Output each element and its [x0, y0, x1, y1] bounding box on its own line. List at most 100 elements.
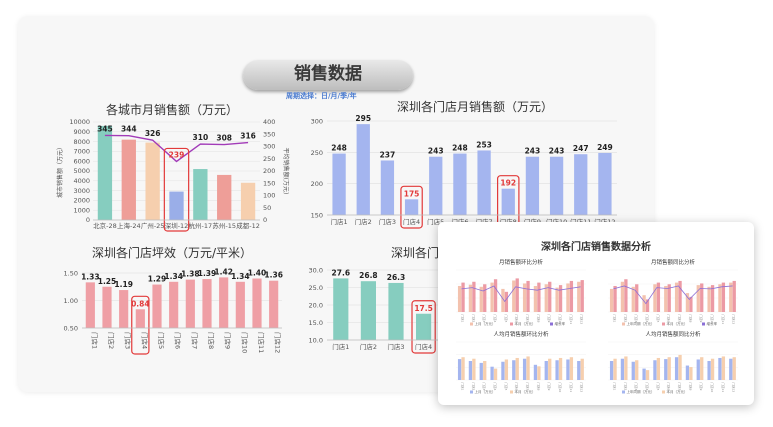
highlight-box [131, 295, 150, 355]
data-label: 295 [355, 114, 371, 123]
mini-line [613, 285, 733, 305]
mini-bar [577, 361, 581, 380]
bar [380, 160, 395, 215]
data-label: 243 [428, 147, 444, 156]
category-label: 苏州-15 [212, 221, 236, 230]
bar [121, 139, 136, 220]
mini-bar [522, 283, 527, 312]
mini-bar [504, 291, 509, 312]
bar [235, 281, 245, 328]
mini-bar [533, 285, 538, 312]
mini-bar [635, 360, 639, 380]
mini-bar [558, 285, 563, 312]
mini-category-label: 门店2 [623, 383, 628, 391]
chart-title: 深圳各门店月销售额（万元） [397, 99, 553, 114]
mini-category-label: 门店4 [645, 315, 650, 323]
bar [217, 174, 232, 220]
data-label: 1.39 [198, 269, 217, 278]
bar [185, 279, 195, 328]
mini-bar [483, 361, 487, 380]
bar [501, 188, 515, 215]
category-label: 门店3 [124, 332, 133, 349]
mini-category-label: 门店2 [623, 315, 628, 323]
mini-bar [558, 357, 563, 380]
mini-bar [696, 285, 700, 312]
mini-category-label: 门店8 [688, 383, 693, 391]
y-tick-label: 1.00 [64, 297, 78, 305]
mini-category-label: 门店10 [710, 383, 715, 393]
bar [453, 153, 467, 215]
bar [219, 277, 229, 328]
data-label: 237 [380, 150, 396, 159]
category-label: 上海-24 [117, 221, 141, 230]
mini-bar [635, 284, 639, 312]
legend-swatch [550, 322, 553, 326]
category-label: 门店9 [224, 332, 233, 349]
mini-bar [577, 281, 581, 312]
mini-category-label: 门店5 [504, 383, 509, 391]
mini-category-label: 门店12 [732, 383, 737, 393]
legend-label: 上年同期（万元） [627, 389, 655, 394]
data-label: 175 [404, 189, 420, 198]
mini-category-label: 门店9 [547, 315, 552, 323]
data-label: 1.29 [148, 275, 167, 284]
mini-bar [512, 280, 516, 312]
mini-bar [544, 284, 548, 312]
chart-title: 各城市月销售额（万元） [106, 102, 238, 117]
legend-swatch [510, 390, 513, 394]
mini-bar [674, 282, 679, 312]
legend-label: 本月（万元） [667, 389, 688, 394]
mini-bar [645, 299, 650, 312]
mini-category-label: 门店6 [667, 315, 672, 323]
category-label: 门店2 [355, 217, 372, 226]
data-label: 1.19 [114, 280, 133, 289]
y2-tick-label: 0 [263, 216, 267, 224]
mini-category-label: 门店1 [460, 383, 465, 391]
mini-category-label: 门店7 [677, 383, 682, 391]
mini-category-label: 门店6 [515, 315, 520, 323]
bar [360, 281, 376, 340]
mini-bar [664, 285, 668, 312]
mini-category-label: 门店11 [569, 315, 574, 325]
mini-bar [461, 282, 465, 312]
mini-category-label: 门店9 [547, 383, 552, 391]
data-label: 26.3 [387, 273, 406, 282]
mini-category-label: 门店4 [493, 315, 498, 323]
bar [333, 278, 349, 340]
mini-bar [468, 284, 473, 312]
data-label: 243 [549, 147, 565, 156]
y-tick-label: 6000 [73, 157, 90, 165]
mini-bar [490, 366, 494, 380]
legend-label: 增长率 [555, 321, 566, 326]
mini-category-label: 门店3 [482, 383, 487, 391]
mini-bar [624, 279, 628, 312]
bar [429, 156, 443, 215]
mini-chart-title: 月销售额环比分析 [499, 258, 544, 266]
line-label: 308 [216, 134, 232, 143]
data-label: 253 [476, 140, 492, 149]
y-tick-label: 3000 [73, 187, 90, 195]
legend-label: 上月（万元） [475, 321, 496, 326]
mini-bar [526, 356, 530, 380]
mini-category-label: 门店6 [667, 383, 672, 391]
mini-bar [580, 358, 584, 380]
category-label: 杭州-17 [189, 221, 213, 230]
mini-bar [620, 281, 625, 312]
y-tick-label: 8000 [73, 138, 90, 146]
overlay-title: 深圳各门店销售数据分析 [541, 240, 651, 253]
mini-bar [645, 370, 650, 380]
data-label: 248 [452, 144, 468, 153]
period-selector[interactable]: 周期选择：日/月/季/年 [286, 92, 357, 100]
legend-label: 上月（万元） [475, 389, 496, 394]
mini-bar [472, 281, 476, 312]
mini-category-label: 门店9 [699, 383, 704, 391]
y2-tick-label: 400 [263, 118, 275, 126]
y-tick-label: 15.0 [309, 319, 323, 327]
mini-bar [710, 285, 715, 312]
mini-bar [732, 280, 736, 312]
legend-label: 增长率 [707, 321, 718, 326]
mini-bar [674, 357, 679, 380]
city-sales-chart: 各城市月销售额（万元）01000200030004000500060007000… [56, 102, 290, 232]
mini-bar [729, 282, 733, 312]
bar [332, 153, 346, 215]
